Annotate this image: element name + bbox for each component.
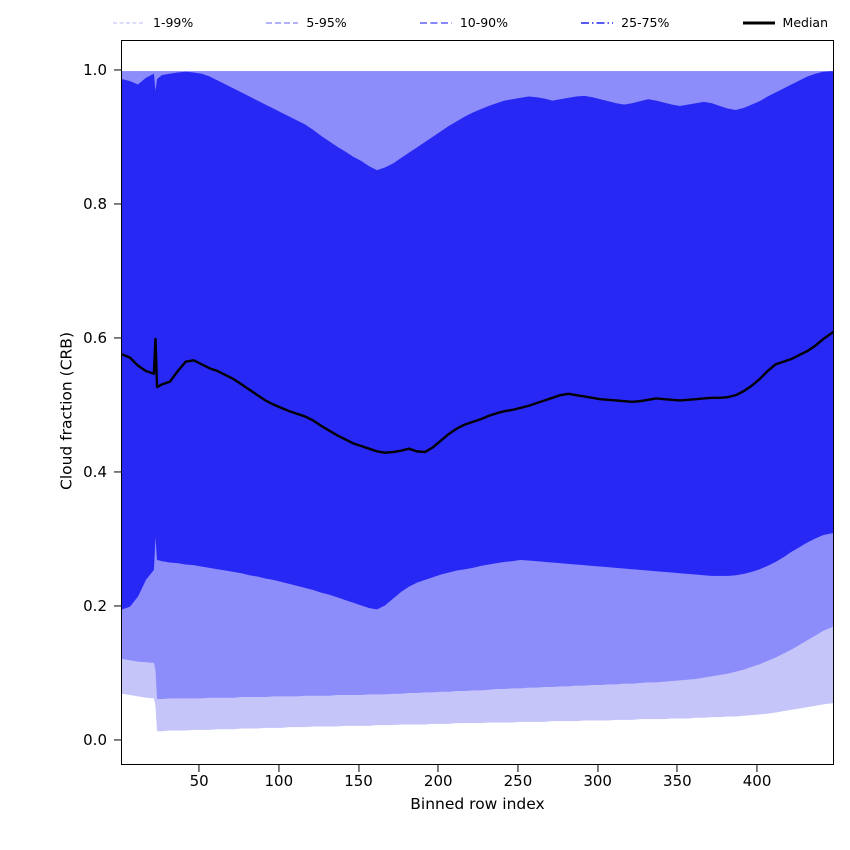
legend-swatch-median-icon xyxy=(742,21,775,25)
x-tick-label: 200 xyxy=(423,772,453,790)
legend-swatch-1-99-icon xyxy=(113,22,145,24)
legend-swatch-10-90-icon xyxy=(419,22,452,24)
legend-entry-median: Median xyxy=(742,14,828,30)
y-tick-mark xyxy=(114,471,121,473)
x-tick-label: 250 xyxy=(503,772,533,790)
x-tick-mark xyxy=(198,765,200,772)
legend-label-10-90: 10-90% xyxy=(459,14,509,30)
x-tick-label: 150 xyxy=(344,772,373,790)
legend-label-5-95: 5-95% xyxy=(306,14,347,30)
legend-label-median: Median xyxy=(782,14,828,30)
y-tick-mark xyxy=(114,337,121,339)
y-axis-label: Cloud fraction (CRB) xyxy=(57,332,76,490)
legend-entry-5-95: 5-95% xyxy=(265,14,347,30)
x-tick-label: 300 xyxy=(583,772,612,790)
x-tick-label: 400 xyxy=(742,772,772,790)
y-tick-mark xyxy=(114,203,121,205)
x-tick-mark xyxy=(756,765,758,772)
y-tick-label: 0.4 xyxy=(83,462,107,481)
legend-label-25-75: 25-75% xyxy=(621,14,670,30)
y-tick-mark xyxy=(114,69,121,71)
chart-legend: 1-99% 5-95% 10-90% 25-75% Median xyxy=(106,10,834,36)
band-25-75 xyxy=(122,71,833,610)
median-line xyxy=(122,331,833,454)
plot-area xyxy=(121,40,834,765)
legend-entry-10-90: 10-90% xyxy=(419,14,509,30)
x-tick-label: 100 xyxy=(264,772,294,790)
y-tick-label: 1.0 xyxy=(83,61,107,80)
x-tick-mark xyxy=(357,765,360,772)
legend-entry-25-75: 25-75% xyxy=(580,14,670,30)
y-tick-mark xyxy=(114,605,121,607)
x-tick-mark xyxy=(517,765,519,772)
x-tick-mark xyxy=(676,765,678,772)
legend-entry-1-99: 1-99% xyxy=(112,14,194,30)
x-tick-mark xyxy=(278,765,280,772)
y-tick-mark xyxy=(114,739,121,741)
legend-label-1-99: 1-99% xyxy=(153,14,194,30)
x-tick-mark xyxy=(597,765,599,772)
x-axis-label: Binned row index xyxy=(410,795,545,813)
y-tick-label: 0.6 xyxy=(83,328,107,347)
y-tick-label: 0.2 xyxy=(83,596,107,615)
legend-swatch-5-95-icon xyxy=(266,22,299,24)
y-tick-label: 0.0 xyxy=(83,730,107,749)
legend-swatch-25-75-icon xyxy=(581,22,614,24)
percentile-bands-svg xyxy=(122,71,833,732)
y-tick-label: 0.8 xyxy=(83,195,107,213)
x-tick-label: 350 xyxy=(663,772,692,790)
x-tick-label: 50 xyxy=(189,772,209,790)
x-tick-mark xyxy=(437,765,439,772)
